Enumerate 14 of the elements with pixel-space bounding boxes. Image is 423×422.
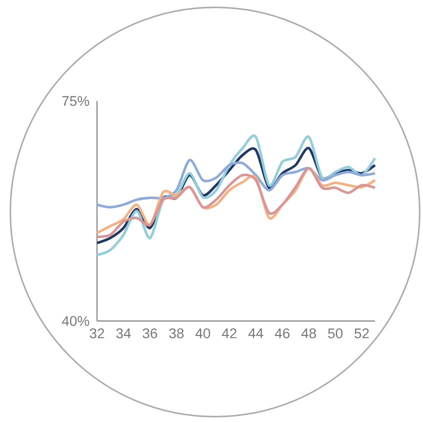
x-tick-label: 44 [248, 328, 264, 338]
x-tick-label: 42 [222, 328, 236, 338]
x-tick-label: 40 [195, 328, 210, 338]
x-tick-label: 52 [354, 328, 369, 338]
x-tick-label: 50 [328, 328, 343, 338]
line-series [96, 158, 376, 208]
x-tick-label: 48 [301, 328, 316, 338]
x-tick-label: 38 [169, 328, 184, 338]
x-tick-label: 32 [90, 328, 104, 338]
x-tick-label: 46 [274, 328, 290, 338]
x-tick-label: 34 [116, 328, 131, 338]
y-tick-label: 75% [62, 96, 90, 106]
y-tick-label: 40% [62, 316, 90, 326]
x-tick-label: 36 [142, 328, 158, 338]
